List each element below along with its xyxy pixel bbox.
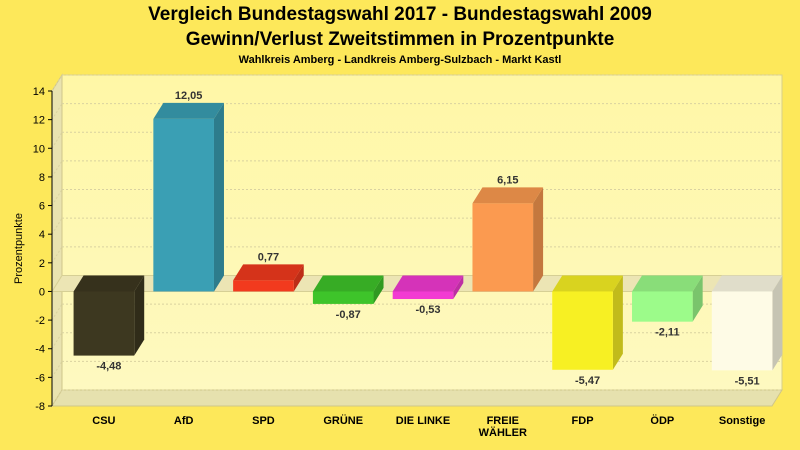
bar [233,264,304,292]
gridline-side [51,74,63,92]
y-tick-label: 14 [33,86,45,98]
bar [711,275,783,371]
bar-side [213,102,224,292]
gridline-side [51,246,63,264]
bar-side [612,275,623,370]
y-tick-label: 8 [39,172,45,184]
bar-front [711,291,773,371]
plot-left-wall [51,73,63,408]
bar-front [392,291,454,300]
x-tick-label: FDP [572,415,594,427]
gridline-side [51,361,63,378]
bar [632,275,703,322]
x-tick-label: CSU [92,415,115,427]
y-tick-label: -4 [35,344,45,356]
bar-side [134,275,145,356]
data-label: 0,77 [258,251,279,263]
bar-top [392,275,464,292]
bar-top [153,102,224,119]
bar-side [533,187,544,292]
bar-top [472,187,544,204]
y-tick-label: 10 [33,143,45,155]
bar-top [233,264,304,281]
x-tick-label: ÖDP [650,414,674,427]
y-tick-label: 12 [33,115,45,127]
gridline-side [51,103,63,120]
chart-subtitle: Gewinn/Verlust Zweitstimmen in Prozentpu… [185,29,615,50]
gridline-side [51,217,63,235]
data-label: -0,87 [336,309,361,321]
data-label: -5,51 [735,375,760,387]
gridline-side [51,332,63,349]
data-label: -4,48 [96,361,121,373]
bar [392,275,464,300]
x-tick-label: DIE LINKE [396,415,450,427]
data-label: -0,53 [415,304,440,316]
bar-front [73,291,135,356]
y-tick-label: -6 [35,372,45,384]
gridline-side [51,189,63,206]
bar-side [293,264,304,292]
data-label: -5,47 [575,375,600,387]
x-tick-label: Sonstige [719,415,765,427]
y-tick-label: 2 [39,258,45,270]
bar [472,187,544,292]
bar [73,275,145,356]
plot-floor [51,389,783,407]
x-tick-label: FREIE [487,415,519,427]
chart-subsubtitle: Wahlkreis Amberg - Landkreis Amberg-Sulz… [238,54,562,66]
y-tick-label: 4 [39,229,45,241]
bar-top [312,275,384,292]
bar-front [312,291,374,304]
chart-title: Vergleich Bundestagswahl 2017 - Bundesta… [148,4,652,25]
x-tick-label: GRÜNE [323,414,363,427]
y-tick-label: 0 [39,286,45,298]
bar [312,275,384,304]
bar-top [632,275,703,292]
bar-side [692,275,703,322]
gridline-side [51,389,63,407]
y-tick-label: -2 [35,315,45,327]
bar-side [453,275,464,300]
bar-front [233,280,294,292]
gridline-side [51,160,63,178]
bar-front [552,291,613,370]
bar-side [772,275,783,371]
gridline-side [51,132,63,149]
x-tick-label: AfD [174,415,194,427]
bar-top [552,275,623,292]
bar [153,102,224,292]
bar-front [153,118,214,292]
gridline-side [51,303,63,321]
data-label: 6,15 [497,174,518,186]
bar-front [632,291,693,322]
data-label: -2,11 [655,327,679,339]
bar [552,275,623,370]
bar-top [73,275,145,292]
y-tick-label: -8 [35,401,45,413]
x-tick-label: SPD [252,415,275,427]
bar-top [711,275,783,292]
x-tick-label: WÄHLER [479,426,527,439]
bar-side [373,275,384,304]
bar-front [472,203,534,292]
y-tick-label: 6 [39,201,45,213]
data-label: 12,05 [175,90,203,102]
y-axis-title: Prozentpunkte [13,213,25,284]
